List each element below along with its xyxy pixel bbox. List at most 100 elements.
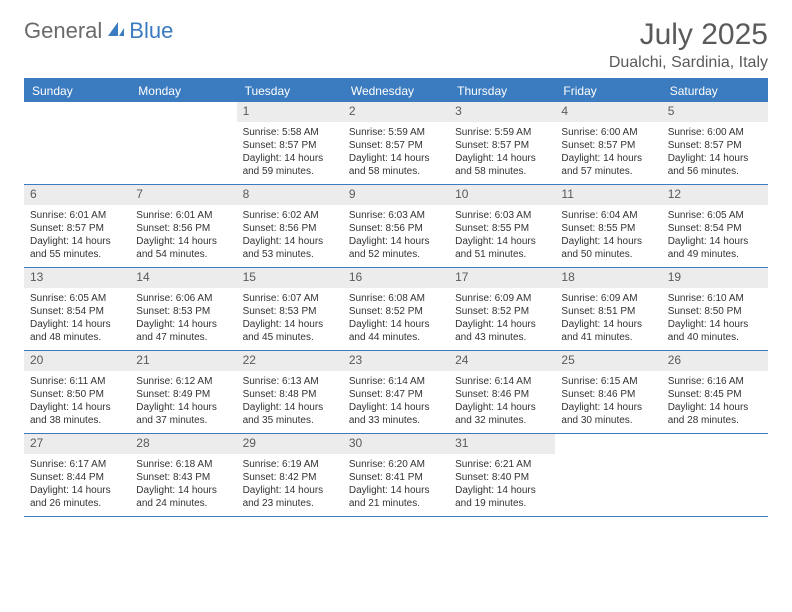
day-number: 6 — [24, 185, 130, 205]
title-block: July 2025 Dualchi, Sardinia, Italy — [609, 18, 768, 72]
day-cell: . — [555, 434, 661, 516]
day-cell: 31Sunrise: 6:21 AMSunset: 8:40 PMDayligh… — [449, 434, 555, 516]
day-number: 7 — [130, 185, 236, 205]
day-body: Sunrise: 6:13 AMSunset: 8:48 PMDaylight:… — [237, 371, 343, 433]
day-cell: 1Sunrise: 5:58 AMSunset: 8:57 PMDaylight… — [237, 102, 343, 184]
day-cell: . — [130, 102, 236, 184]
day-header: Monday — [130, 80, 236, 102]
day-number: 2 — [343, 102, 449, 122]
day-body: Sunrise: 6:09 AMSunset: 8:51 PMDaylight:… — [555, 288, 661, 350]
logo-sail-icon — [106, 20, 126, 43]
day-number: 26 — [662, 351, 768, 371]
logo-text-blue: Blue — [129, 18, 173, 44]
day-body: Sunrise: 6:01 AMSunset: 8:57 PMDaylight:… — [24, 205, 130, 267]
day-number: 17 — [449, 268, 555, 288]
day-cell: 8Sunrise: 6:02 AMSunset: 8:56 PMDaylight… — [237, 185, 343, 267]
week-row: 6Sunrise: 6:01 AMSunset: 8:57 PMDaylight… — [24, 185, 768, 268]
day-cell: 14Sunrise: 6:06 AMSunset: 8:53 PMDayligh… — [130, 268, 236, 350]
day-cell: 13Sunrise: 6:05 AMSunset: 8:54 PMDayligh… — [24, 268, 130, 350]
day-number: 9 — [343, 185, 449, 205]
day-header: Sunday — [24, 80, 130, 102]
month-title: July 2025 — [609, 18, 768, 52]
logo: General Blue — [24, 18, 173, 44]
day-cell: 9Sunrise: 6:03 AMSunset: 8:56 PMDaylight… — [343, 185, 449, 267]
day-body: Sunrise: 6:14 AMSunset: 8:46 PMDaylight:… — [449, 371, 555, 433]
week-row: 27Sunrise: 6:17 AMSunset: 8:44 PMDayligh… — [24, 434, 768, 517]
day-cell: 28Sunrise: 6:18 AMSunset: 8:43 PMDayligh… — [130, 434, 236, 516]
day-body: Sunrise: 6:07 AMSunset: 8:53 PMDaylight:… — [237, 288, 343, 350]
day-body: Sunrise: 6:09 AMSunset: 8:52 PMDaylight:… — [449, 288, 555, 350]
day-number: 18 — [555, 268, 661, 288]
day-header: Tuesday — [237, 80, 343, 102]
day-number: 23 — [343, 351, 449, 371]
day-cell: 27Sunrise: 6:17 AMSunset: 8:44 PMDayligh… — [24, 434, 130, 516]
day-cell: 12Sunrise: 6:05 AMSunset: 8:54 PMDayligh… — [662, 185, 768, 267]
day-cell: 10Sunrise: 6:03 AMSunset: 8:55 PMDayligh… — [449, 185, 555, 267]
week-row: 13Sunrise: 6:05 AMSunset: 8:54 PMDayligh… — [24, 268, 768, 351]
day-body: Sunrise: 6:00 AMSunset: 8:57 PMDaylight:… — [555, 122, 661, 184]
day-body: Sunrise: 6:10 AMSunset: 8:50 PMDaylight:… — [662, 288, 768, 350]
day-body: Sunrise: 6:02 AMSunset: 8:56 PMDaylight:… — [237, 205, 343, 267]
day-number: 3 — [449, 102, 555, 122]
day-body: Sunrise: 6:21 AMSunset: 8:40 PMDaylight:… — [449, 454, 555, 516]
week-row: 20Sunrise: 6:11 AMSunset: 8:50 PMDayligh… — [24, 351, 768, 434]
logo-text-general: General — [24, 18, 102, 44]
week-row: ..1Sunrise: 5:58 AMSunset: 8:57 PMDaylig… — [24, 102, 768, 185]
day-cell: . — [662, 434, 768, 516]
day-header-row: SundayMondayTuesdayWednesdayThursdayFrid… — [24, 80, 768, 102]
day-cell: 17Sunrise: 6:09 AMSunset: 8:52 PMDayligh… — [449, 268, 555, 350]
day-cell: 29Sunrise: 6:19 AMSunset: 8:42 PMDayligh… — [237, 434, 343, 516]
day-cell: 3Sunrise: 5:59 AMSunset: 8:57 PMDaylight… — [449, 102, 555, 184]
day-cell: 25Sunrise: 6:15 AMSunset: 8:46 PMDayligh… — [555, 351, 661, 433]
calendar: SundayMondayTuesdayWednesdayThursdayFrid… — [24, 78, 768, 517]
day-number: 15 — [237, 268, 343, 288]
day-body: Sunrise: 6:19 AMSunset: 8:42 PMDaylight:… — [237, 454, 343, 516]
day-cell: 26Sunrise: 6:16 AMSunset: 8:45 PMDayligh… — [662, 351, 768, 433]
day-number: 11 — [555, 185, 661, 205]
day-number: 14 — [130, 268, 236, 288]
day-body: Sunrise: 6:01 AMSunset: 8:56 PMDaylight:… — [130, 205, 236, 267]
day-body: Sunrise: 6:14 AMSunset: 8:47 PMDaylight:… — [343, 371, 449, 433]
day-cell: 19Sunrise: 6:10 AMSunset: 8:50 PMDayligh… — [662, 268, 768, 350]
day-number: 8 — [237, 185, 343, 205]
day-number: 30 — [343, 434, 449, 454]
day-number: 4 — [555, 102, 661, 122]
day-body: Sunrise: 6:20 AMSunset: 8:41 PMDaylight:… — [343, 454, 449, 516]
day-body: Sunrise: 5:59 AMSunset: 8:57 PMDaylight:… — [343, 122, 449, 184]
day-cell: 16Sunrise: 6:08 AMSunset: 8:52 PMDayligh… — [343, 268, 449, 350]
day-number: 22 — [237, 351, 343, 371]
day-header: Friday — [555, 80, 661, 102]
day-cell: 30Sunrise: 6:20 AMSunset: 8:41 PMDayligh… — [343, 434, 449, 516]
day-cell: 4Sunrise: 6:00 AMSunset: 8:57 PMDaylight… — [555, 102, 661, 184]
day-body: Sunrise: 6:03 AMSunset: 8:56 PMDaylight:… — [343, 205, 449, 267]
day-body: Sunrise: 6:17 AMSunset: 8:44 PMDaylight:… — [24, 454, 130, 516]
day-cell: 11Sunrise: 6:04 AMSunset: 8:55 PMDayligh… — [555, 185, 661, 267]
day-number: 12 — [662, 185, 768, 205]
day-body: Sunrise: 6:03 AMSunset: 8:55 PMDaylight:… — [449, 205, 555, 267]
day-body: Sunrise: 6:18 AMSunset: 8:43 PMDaylight:… — [130, 454, 236, 516]
day-body: Sunrise: 6:15 AMSunset: 8:46 PMDaylight:… — [555, 371, 661, 433]
day-body: Sunrise: 5:58 AMSunset: 8:57 PMDaylight:… — [237, 122, 343, 184]
day-cell: 6Sunrise: 6:01 AMSunset: 8:57 PMDaylight… — [24, 185, 130, 267]
day-number: 19 — [662, 268, 768, 288]
day-body: Sunrise: 6:05 AMSunset: 8:54 PMDaylight:… — [24, 288, 130, 350]
day-cell: 7Sunrise: 6:01 AMSunset: 8:56 PMDaylight… — [130, 185, 236, 267]
day-cell: 15Sunrise: 6:07 AMSunset: 8:53 PMDayligh… — [237, 268, 343, 350]
day-number: 20 — [24, 351, 130, 371]
header: General Blue July 2025 Dualchi, Sardinia… — [24, 18, 768, 72]
day-cell: 22Sunrise: 6:13 AMSunset: 8:48 PMDayligh… — [237, 351, 343, 433]
day-body: Sunrise: 6:05 AMSunset: 8:54 PMDaylight:… — [662, 205, 768, 267]
day-number: 21 — [130, 351, 236, 371]
day-number: 5 — [662, 102, 768, 122]
day-number: 31 — [449, 434, 555, 454]
day-cell: 20Sunrise: 6:11 AMSunset: 8:50 PMDayligh… — [24, 351, 130, 433]
day-cell: 23Sunrise: 6:14 AMSunset: 8:47 PMDayligh… — [343, 351, 449, 433]
day-cell: . — [24, 102, 130, 184]
day-number: 24 — [449, 351, 555, 371]
day-body: Sunrise: 6:04 AMSunset: 8:55 PMDaylight:… — [555, 205, 661, 267]
day-number: 27 — [24, 434, 130, 454]
day-cell: 18Sunrise: 6:09 AMSunset: 8:51 PMDayligh… — [555, 268, 661, 350]
day-header: Wednesday — [343, 80, 449, 102]
day-number: 25 — [555, 351, 661, 371]
day-number: 10 — [449, 185, 555, 205]
